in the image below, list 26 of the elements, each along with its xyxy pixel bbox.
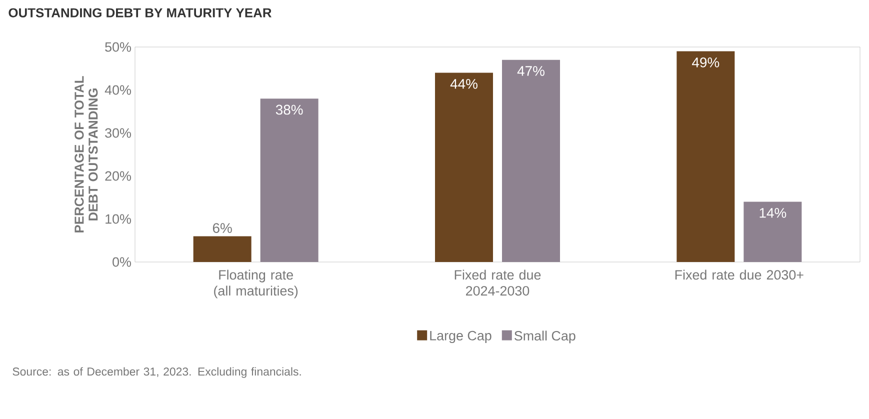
bar [502,60,560,262]
legend-label: Large Cap [430,330,492,344]
y-axis-title: PERCENTAGE OF TOTAL DEBT OUTSTANDING [74,76,98,232]
bar [435,72,494,262]
bar [676,51,735,262]
x-tick-label: Fixed rate due 2030+ [675,270,804,280]
y-tick-label: 10% [106,214,131,224]
data-label: 44% [450,78,478,89]
y-tick-label: 50% [105,42,131,52]
y-tick-label: 40% [104,85,131,95]
data-label: 38% [276,104,303,115]
y-tick-label: 20% [105,171,131,181]
bar [260,98,318,262]
data-label: 47% [517,66,544,76]
chart-title: OUTSTANDING DEBT BY MATURITY YEAR [8,8,272,18]
x-tick-label: Fixed rate due 2024-2030 [454,270,541,296]
data-label: 6% [212,223,232,234]
y-tick-label: 30% [105,128,131,138]
legend-label: Small Cap [514,330,576,344]
bar [744,202,802,262]
x-tick-label: Floating rate (all maturities) [214,270,298,298]
source-note: Source: as of December 31, 2023. Excluding financials. [12,367,301,378]
data-label: 49% [692,57,720,68]
data-label: 14% [760,208,786,218]
y-tick-label: 0% [112,257,132,267]
bar [193,236,252,262]
